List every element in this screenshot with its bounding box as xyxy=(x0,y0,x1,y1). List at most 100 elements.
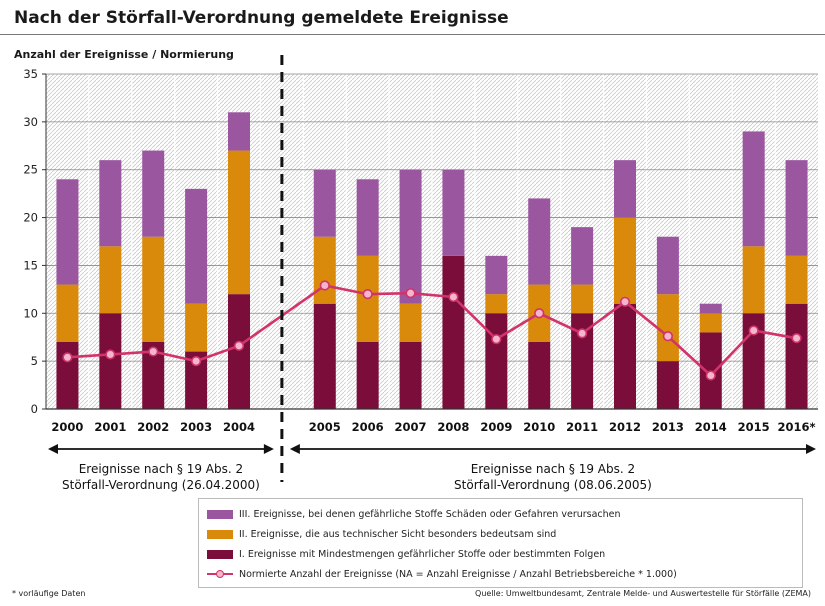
bar-segment xyxy=(399,169,422,304)
legend-item-line: Normierte Anzahl der Ereignisse (NA = An… xyxy=(207,565,677,583)
bar-segment xyxy=(485,255,508,295)
bar-segment xyxy=(142,342,165,409)
line-point xyxy=(405,288,416,299)
bar-segment xyxy=(785,255,808,304)
bar-segment xyxy=(614,303,636,409)
bar-segment xyxy=(313,169,336,237)
line-point xyxy=(362,289,373,300)
chart-title: Nach der Störfall-Verordnung gemeldete E… xyxy=(14,8,509,28)
line-point xyxy=(191,356,202,367)
bar-segment xyxy=(356,342,379,409)
bar-segment xyxy=(56,342,79,409)
bar-segment xyxy=(185,303,208,352)
bar-segment xyxy=(699,303,722,314)
y-axis-label: Anzahl der Ereignisse / Normierung xyxy=(14,48,234,61)
line-point xyxy=(662,331,673,342)
x-tick-label: 2016* xyxy=(778,420,816,434)
bar-segment xyxy=(785,160,808,256)
bar-segment xyxy=(785,303,808,409)
line-point xyxy=(491,334,502,345)
bar-segment xyxy=(742,131,765,247)
y-tick-label: 5 xyxy=(31,354,38,368)
y-tick-label: 15 xyxy=(23,258,38,272)
y-tick-label: 10 xyxy=(23,306,38,320)
line-point xyxy=(319,280,330,291)
y-tick-label: 20 xyxy=(23,211,38,225)
bar-segment xyxy=(614,217,636,304)
bar-segment xyxy=(528,198,551,285)
source-note: Quelle: Umweltbundesamt, Zentrale Melde-… xyxy=(475,589,811,598)
bar-segment xyxy=(571,313,594,409)
period-arrow-1-head-right xyxy=(263,444,274,454)
title-divider xyxy=(0,34,825,35)
legend: III. Ereignisse, bei denen gefährliche S… xyxy=(198,498,803,588)
bar-segment xyxy=(228,112,250,151)
bar-segment xyxy=(185,351,208,409)
x-tick-label: 2008 xyxy=(437,420,469,434)
bar-segment xyxy=(399,342,422,409)
line-point xyxy=(62,352,73,363)
bar-segment xyxy=(485,294,508,314)
bar-segment xyxy=(399,303,422,342)
bar-segment xyxy=(313,303,336,409)
legend-item-cat3: III. Ereignisse, bei denen gefährliche S… xyxy=(207,505,621,523)
bar-segment xyxy=(742,246,765,314)
bar-segment xyxy=(571,227,594,285)
line-point xyxy=(705,370,716,381)
bar-segment xyxy=(56,179,79,285)
legend-item-cat1: I. Ereignisse mit Mindestmengen gefährli… xyxy=(207,545,605,563)
period-label-line2: Störfall-Verordnung (08.06.2005) xyxy=(454,478,652,492)
x-tick-label: 2006 xyxy=(352,420,384,434)
bar-segment xyxy=(99,313,122,409)
footnote: * vorläufige Daten xyxy=(12,589,86,598)
x-tick-label: 2010 xyxy=(523,420,555,434)
x-tick-label: 2013 xyxy=(652,420,684,434)
bar-segment xyxy=(142,150,165,237)
bar-segment xyxy=(142,236,165,342)
x-tick-label: 2004 xyxy=(223,420,255,434)
legend-label-cat3: III. Ereignisse, bei denen gefährliche S… xyxy=(239,508,621,520)
x-tick-label: 2007 xyxy=(395,420,427,434)
legend-label-line: Normierte Anzahl der Ereignisse (NA = An… xyxy=(239,568,677,580)
bar-segment xyxy=(571,284,594,314)
bar-segment xyxy=(528,342,551,409)
x-tick-label: 2001 xyxy=(94,420,126,434)
x-tick-label: 2014 xyxy=(695,420,727,434)
line-point xyxy=(791,333,802,344)
legend-item-cat2: II. Ereignisse, die aus technischer Sich… xyxy=(207,525,556,543)
y-tick-label: 25 xyxy=(23,163,38,177)
bar-segment xyxy=(313,236,336,304)
line-point xyxy=(448,291,459,303)
bar-segment xyxy=(656,236,679,295)
bar-segment xyxy=(656,361,679,409)
line-point xyxy=(233,340,245,351)
period-label-line1: Ereignisse nach § 19 Abs. 2 xyxy=(471,462,635,476)
bar-segment xyxy=(99,246,122,314)
bar-segment xyxy=(228,294,250,409)
bar-segment xyxy=(56,284,79,342)
x-tick-label: 2005 xyxy=(309,420,341,434)
x-tick-label: 2015 xyxy=(738,420,770,434)
bar-segment xyxy=(228,150,250,295)
bar-segment xyxy=(614,160,636,218)
y-tick-label: 0 xyxy=(31,402,38,416)
line-point xyxy=(577,328,588,339)
line-point xyxy=(148,346,159,357)
period-arrow-1-head-left xyxy=(48,444,58,454)
period-label-line1: Ereignisse nach § 19 Abs. 2 xyxy=(79,462,243,476)
bar-segment xyxy=(442,255,465,409)
bar-segment xyxy=(99,160,122,247)
x-tick-label: 2011 xyxy=(566,420,598,434)
period-arrow-2-head-left xyxy=(289,444,300,454)
x-tick-label: 2003 xyxy=(180,420,212,434)
period-label-line2: Störfall-Verordnung (26.04.2000) xyxy=(62,478,260,492)
x-tick-label: 2002 xyxy=(137,420,169,434)
bar-segment xyxy=(485,313,508,409)
bar-segment xyxy=(185,188,208,304)
legend-line-marker-icon xyxy=(207,568,233,580)
x-tick-label: 2012 xyxy=(609,420,641,434)
legend-label-cat2: II. Ereignisse, die aus technischer Sich… xyxy=(239,528,557,540)
legend-swatch-cat1 xyxy=(207,549,233,559)
legend-swatch-cat3 xyxy=(207,509,233,519)
